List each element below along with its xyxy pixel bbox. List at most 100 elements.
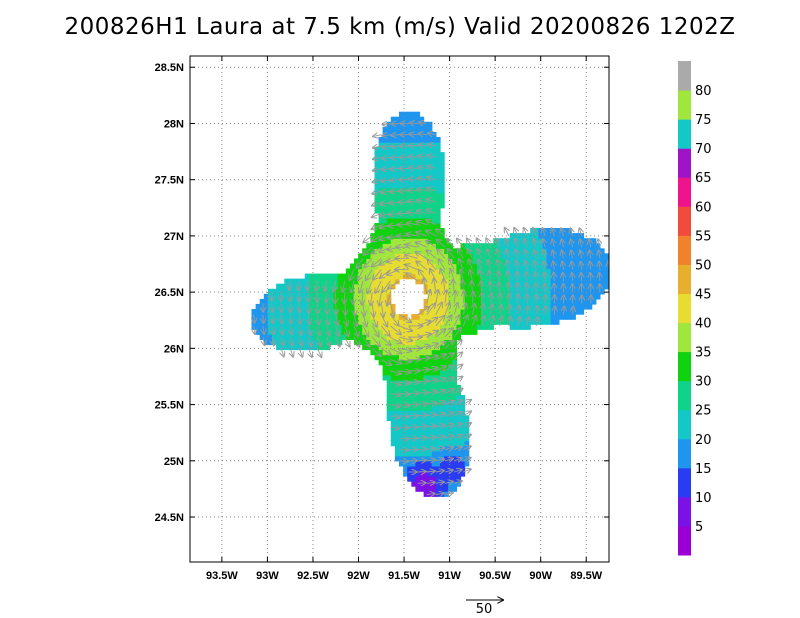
wind-cell	[571, 309, 576, 315]
wind-cell	[407, 445, 412, 452]
wind-cell	[407, 248, 412, 254]
wind-vector	[417, 346, 430, 349]
wind-cell	[390, 278, 396, 285]
wind-cell	[292, 334, 298, 340]
wind-cell	[399, 253, 404, 259]
wind-vector	[427, 210, 437, 214]
wind-cell	[452, 339, 457, 346]
wind-cell	[440, 405, 445, 411]
colorbar-label: 5	[695, 520, 703, 535]
wind-cell	[386, 374, 392, 381]
wind-cell	[509, 248, 515, 254]
wind-cell	[329, 319, 335, 325]
wind-cell	[341, 303, 347, 310]
wind-cell	[419, 374, 425, 381]
wind-cell	[419, 400, 425, 406]
wind-cell	[341, 273, 347, 280]
wind-cell	[550, 253, 556, 259]
wind-cell	[411, 263, 416, 270]
wind-cell	[308, 303, 314, 310]
wind-cell	[431, 283, 437, 290]
wind-cell	[341, 278, 347, 285]
wind-cell	[386, 228, 392, 234]
wind-cell	[284, 298, 289, 305]
wind-cell	[386, 314, 392, 320]
wind-vector	[381, 348, 391, 355]
wind-cell	[399, 202, 404, 209]
wind-cell	[362, 283, 367, 290]
wind-cell	[431, 435, 437, 442]
wind-cell	[374, 147, 380, 153]
wind-vector	[409, 157, 418, 158]
wind-cell	[366, 309, 371, 315]
wind-vector	[454, 412, 462, 416]
wind-cell	[464, 273, 470, 280]
wind-cell	[575, 258, 580, 265]
wind-cell	[427, 314, 433, 320]
wind-cell	[411, 228, 416, 234]
wind-cell	[517, 253, 523, 259]
wind-cell	[374, 207, 380, 214]
wind-cell	[411, 238, 416, 244]
wind-vector	[497, 249, 500, 259]
wind-cell	[493, 293, 498, 300]
wind-cell	[575, 298, 580, 305]
wind-cell	[431, 420, 437, 426]
wind-cell	[575, 268, 580, 275]
wind-vector	[382, 135, 391, 136]
wind-cell	[358, 253, 363, 259]
colorbar-segment	[678, 438, 691, 469]
wind-vector	[563, 273, 564, 281]
wind-cell	[403, 238, 408, 244]
wind-cell	[407, 364, 412, 371]
wind-cell	[538, 263, 544, 270]
wind-cell	[394, 152, 400, 158]
wind-cell	[415, 460, 421, 467]
wind-cell	[390, 263, 396, 270]
wind-cell	[517, 273, 523, 280]
wind-cell	[435, 278, 441, 285]
wind-cell	[435, 314, 441, 320]
wind-cell	[423, 465, 429, 472]
wind-cell	[431, 384, 437, 391]
wind-cell	[452, 324, 457, 330]
wind-cell	[542, 293, 548, 300]
wind-cell	[411, 111, 416, 118]
wind-cell	[476, 273, 482, 280]
wind-vector	[552, 228, 555, 237]
wind-cell	[550, 268, 556, 275]
wind-cell	[427, 410, 433, 416]
wind-cell	[370, 253, 376, 259]
wind-cell	[382, 167, 388, 173]
wind-cell	[399, 223, 404, 229]
wind-cell	[431, 202, 437, 209]
wind-cell	[415, 379, 421, 386]
wind-cell	[411, 319, 416, 325]
wind-cell	[489, 298, 494, 305]
wind-cell	[411, 349, 416, 356]
colorbar-label: 10	[695, 491, 712, 506]
wind-vector	[417, 358, 429, 360]
wind-vector	[381, 180, 391, 182]
wind-cell	[460, 329, 466, 335]
wind-cell	[530, 278, 535, 285]
wind-cell	[394, 354, 400, 361]
wind-cell	[382, 192, 388, 199]
wind-vector	[462, 281, 463, 293]
wind-vector	[508, 272, 509, 281]
wind-cell	[415, 481, 421, 487]
colorbar-segment	[678, 264, 691, 294]
wind-cell	[435, 309, 441, 315]
wind-cell	[255, 319, 261, 325]
wind-cell	[415, 364, 421, 371]
wind-cell	[411, 258, 416, 265]
wind-cell	[337, 324, 343, 330]
wind-cell	[485, 309, 490, 315]
wind-cell	[415, 314, 421, 320]
wind-vector	[426, 426, 436, 428]
wind-cell	[591, 238, 597, 244]
wind-cell	[431, 212, 437, 219]
wind-vector	[444, 401, 454, 405]
wind-cell	[374, 162, 380, 168]
